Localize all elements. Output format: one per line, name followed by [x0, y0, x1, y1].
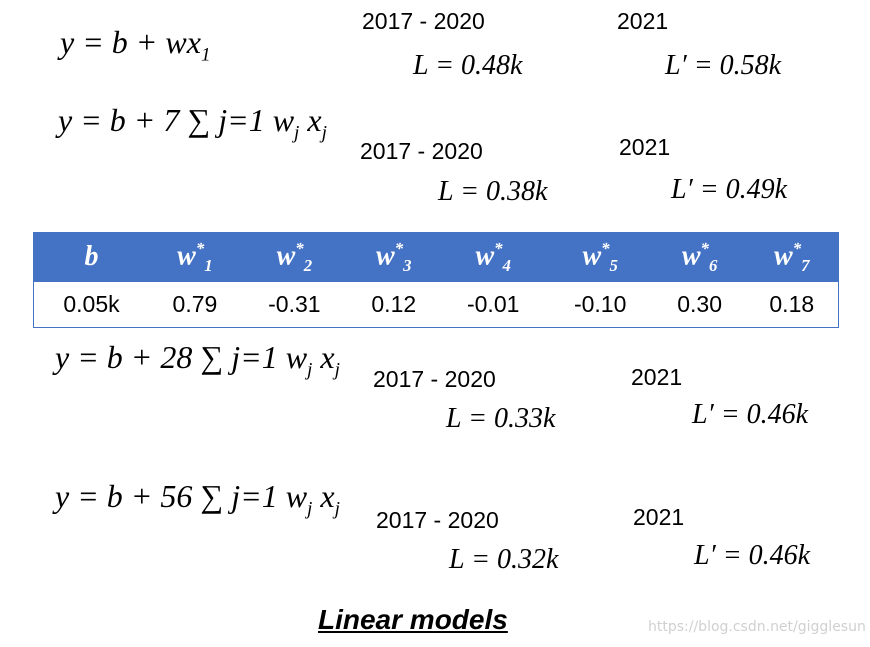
x: x — [320, 339, 335, 375]
w-sub: j — [307, 359, 313, 381]
formula-lhs: y = b + — [58, 102, 156, 138]
header-cell: w*4 — [439, 232, 547, 282]
text: * — [394, 238, 404, 258]
period: 2017 - 2020 — [362, 8, 485, 34]
sum-upper: 28 — [160, 339, 193, 375]
test-year: 2021 — [633, 504, 685, 530]
x-sub: j — [321, 122, 327, 144]
sum-sign: ∑ — [200, 478, 224, 514]
test-loss: L′ = 0.49k — [671, 174, 788, 205]
cell: 0.18 — [745, 281, 839, 328]
text: 4 — [502, 255, 511, 275]
x: x — [307, 102, 322, 138]
w-sub: j — [307, 498, 313, 520]
period: 2017 - 2020 — [376, 507, 499, 533]
header-cell: w*3 — [347, 232, 440, 282]
formula: y = b + 28 ∑ j=1 wj xj — [55, 339, 355, 459]
cell: 0.05k — [33, 281, 149, 328]
sum-sign: ∑ — [187, 102, 211, 138]
test-year: 2021 — [631, 364, 683, 390]
text: w — [475, 239, 495, 271]
watermark: https://blog.csdn.net/gigglesun — [648, 619, 866, 635]
text: w — [681, 239, 701, 271]
cell: -0.10 — [546, 281, 654, 328]
loss: L = 0.32k — [449, 544, 559, 575]
test-loss: L′ = 0.46k — [694, 540, 811, 571]
loss: L = 0.38k — [438, 176, 548, 207]
cell: -0.01 — [439, 281, 547, 328]
text: * — [494, 238, 503, 258]
formula-lhs: y = b + — [55, 478, 153, 514]
text: w — [376, 239, 395, 271]
period: 2017 - 2020 — [373, 366, 496, 392]
sum-upper: 56 — [160, 478, 193, 514]
text: * — [700, 238, 709, 258]
loss: L = 0.48k — [413, 50, 523, 81]
loss: L = 0.33k — [446, 403, 556, 434]
formula-lhs: y = b + — [55, 339, 153, 375]
text: * — [601, 238, 610, 258]
text: 6 — [708, 255, 718, 275]
x-sub: j — [334, 498, 340, 520]
cell: -0.31 — [240, 281, 348, 328]
header-cell: w*6 — [653, 232, 746, 282]
formula: y = b + 7 ∑ j=1 wj xj — [58, 102, 358, 222]
w: w — [285, 478, 308, 514]
text: 2 — [303, 255, 313, 275]
w: w — [285, 339, 308, 375]
cell: 0.79 — [148, 281, 241, 328]
cell: 0.30 — [653, 281, 746, 328]
sum-sign: ∑ — [200, 339, 224, 375]
caption: Linear models — [318, 604, 508, 635]
text: w — [582, 239, 602, 271]
text: 7 — [801, 255, 810, 275]
text: w — [177, 239, 196, 271]
formula-text: y = b + wx — [60, 24, 201, 60]
header-cell: b — [33, 232, 149, 282]
text: 3 — [403, 255, 412, 275]
sum-lower: j=1 — [231, 339, 278, 375]
w: w — [272, 102, 295, 138]
cell: 0.12 — [347, 281, 440, 328]
sum-upper: 7 — [163, 102, 180, 138]
formula-sub: 1 — [200, 44, 211, 66]
header-cell: w*7 — [745, 232, 839, 282]
header-cell: w*5 — [546, 232, 654, 282]
text: 1 — [204, 255, 213, 275]
formula: y = b + 56 ∑ j=1 wj xj — [55, 478, 355, 598]
test-year: 2021 — [619, 134, 671, 160]
x-sub: j — [334, 359, 340, 381]
sum-lower: j=1 — [218, 102, 265, 138]
header-cell: w*1 — [148, 232, 241, 282]
test-loss: L′ = 0.58k — [665, 50, 782, 81]
period: 2017 - 2020 — [360, 138, 483, 164]
text: * — [195, 238, 205, 258]
formula: y = b + wx1 — [60, 24, 211, 66]
text: * — [295, 238, 304, 258]
w-sub: j — [294, 122, 300, 144]
test-year: 2021 — [617, 8, 669, 34]
text: 5 — [609, 255, 618, 275]
text: w — [774, 239, 793, 271]
text: * — [792, 238, 802, 258]
x: x — [320, 478, 335, 514]
test-loss: L′ = 0.46k — [692, 399, 809, 430]
weights-table: b w*1 w*2 w*3 w*4 w*5 w*6 w*7 0.05k 0.79… — [33, 232, 839, 328]
text: w — [276, 239, 296, 271]
header-cell: w*2 — [240, 232, 348, 282]
sum-lower: j=1 — [231, 478, 278, 514]
